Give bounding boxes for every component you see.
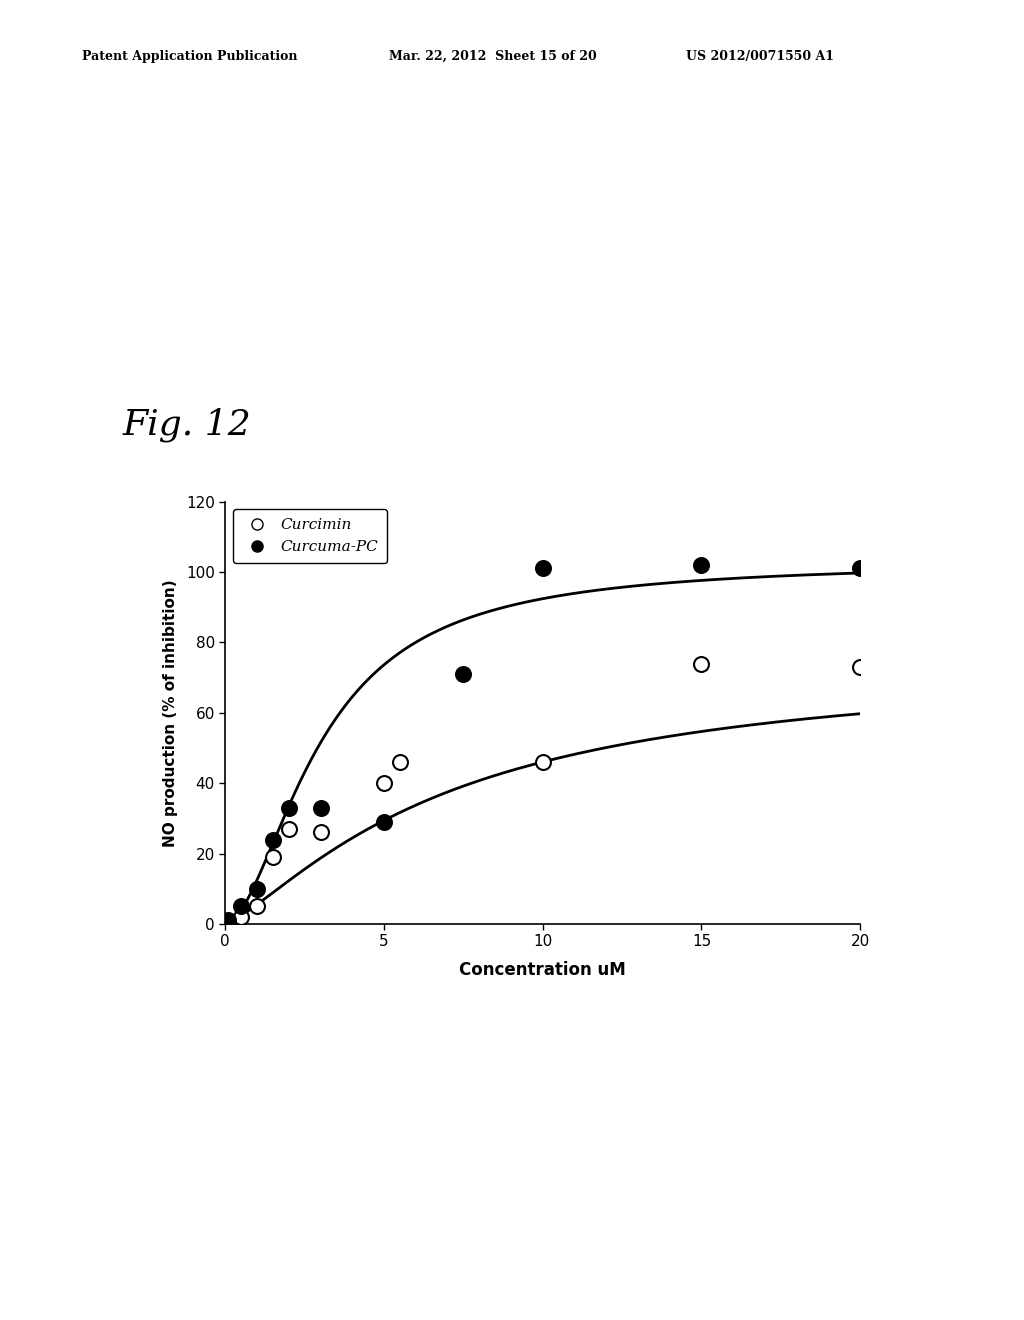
Text: Fig. 12: Fig. 12 bbox=[123, 408, 252, 442]
Point bbox=[220, 909, 237, 931]
Point bbox=[220, 912, 237, 933]
Point bbox=[376, 772, 392, 793]
Point bbox=[852, 656, 868, 677]
X-axis label: Concentration uM: Concentration uM bbox=[460, 961, 626, 978]
Text: Mar. 22, 2012  Sheet 15 of 20: Mar. 22, 2012 Sheet 15 of 20 bbox=[389, 50, 597, 63]
Point bbox=[281, 818, 297, 840]
Point bbox=[376, 812, 392, 833]
Legend: Curcimin, Curcuma-PC: Curcimin, Curcuma-PC bbox=[232, 510, 387, 564]
Point bbox=[249, 878, 265, 899]
Point bbox=[232, 896, 250, 917]
Point bbox=[264, 829, 281, 850]
Point bbox=[264, 846, 281, 867]
Point bbox=[232, 907, 250, 928]
Point bbox=[852, 558, 868, 579]
Text: US 2012/0071550 A1: US 2012/0071550 A1 bbox=[686, 50, 835, 63]
Point bbox=[249, 896, 265, 917]
Text: Patent Application Publication: Patent Application Publication bbox=[82, 50, 297, 63]
Point bbox=[312, 797, 329, 818]
Point bbox=[693, 554, 710, 576]
Point bbox=[693, 653, 710, 675]
Y-axis label: NO production (% of inhibition): NO production (% of inhibition) bbox=[163, 579, 177, 846]
Point bbox=[455, 664, 471, 685]
Point bbox=[281, 797, 297, 818]
Point bbox=[391, 751, 408, 772]
Point bbox=[312, 822, 329, 843]
Point bbox=[535, 751, 551, 772]
Point bbox=[535, 558, 551, 579]
